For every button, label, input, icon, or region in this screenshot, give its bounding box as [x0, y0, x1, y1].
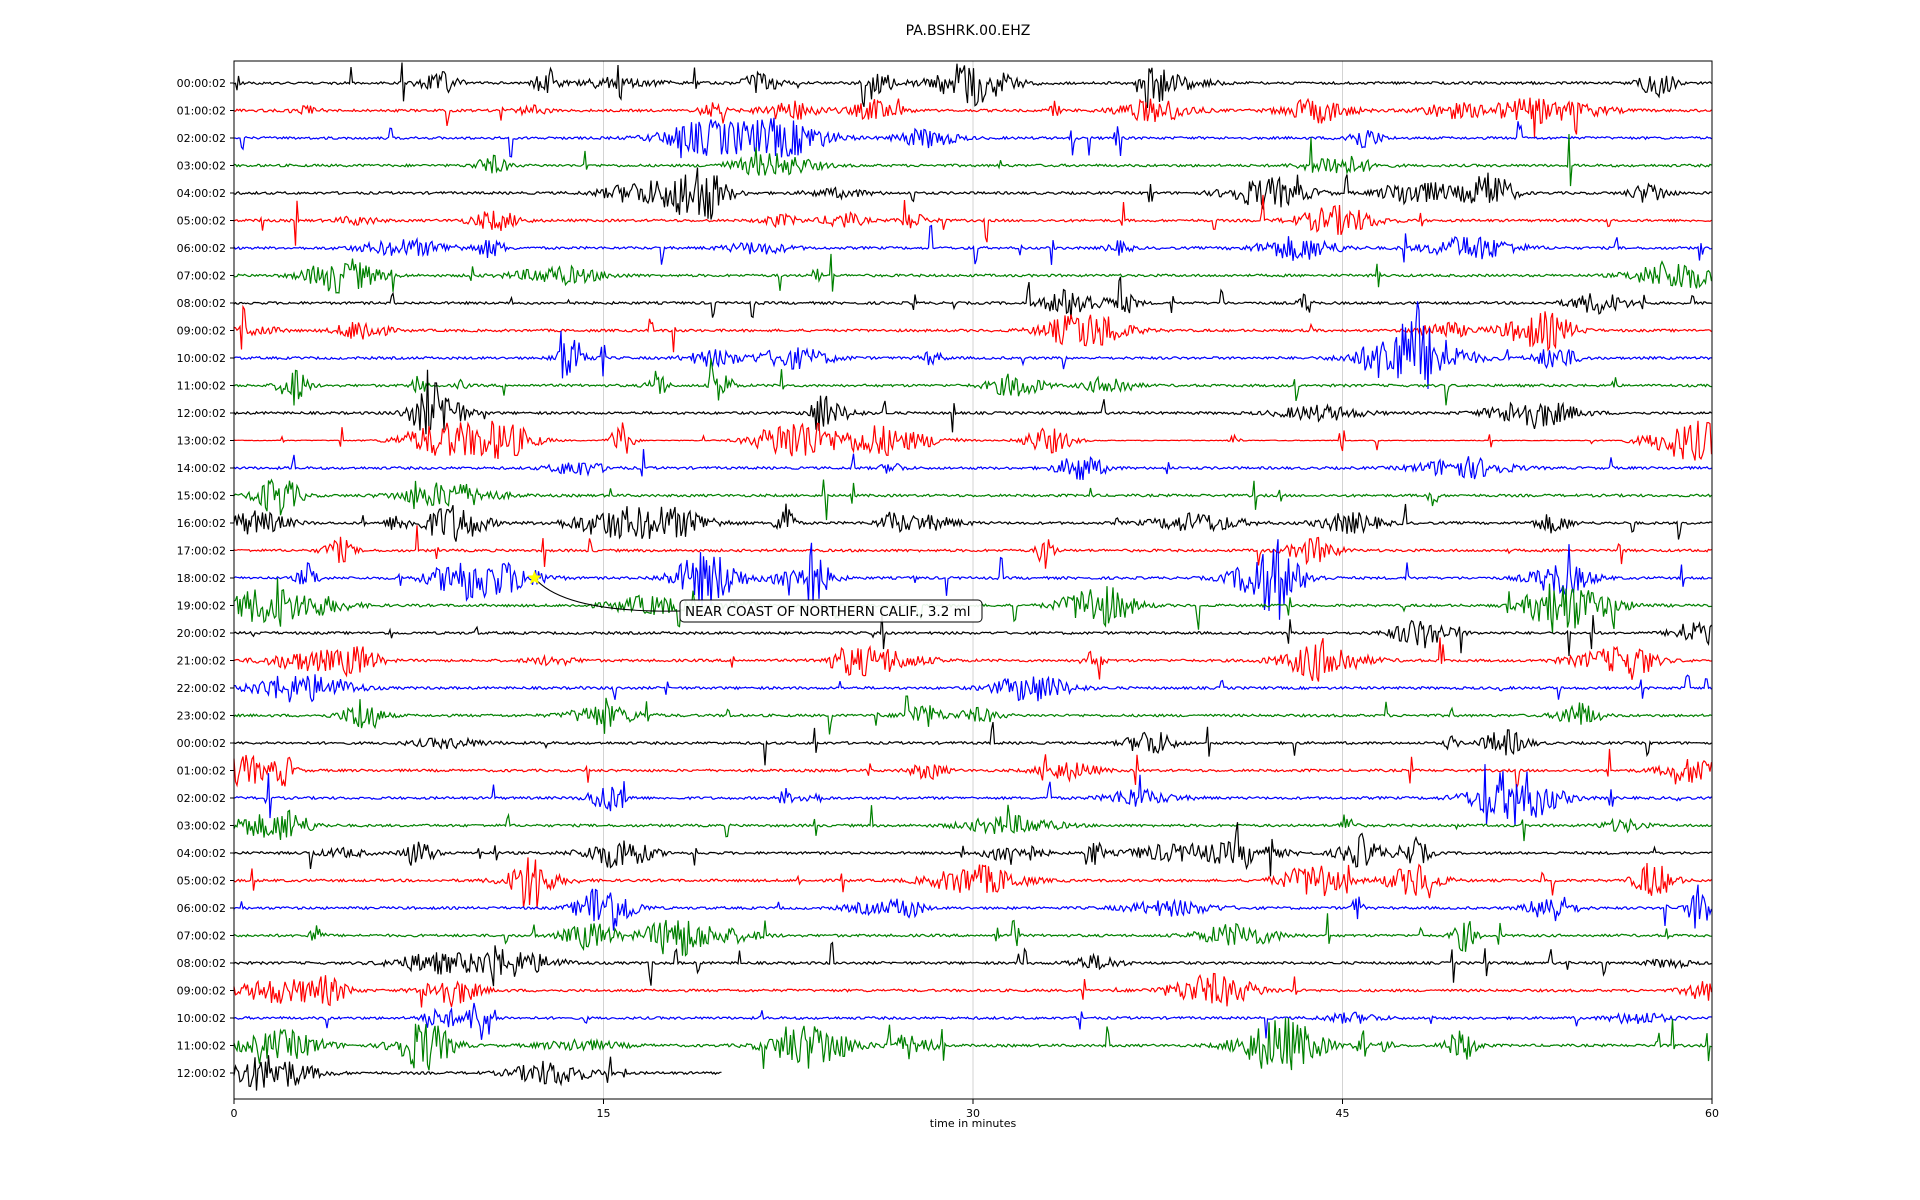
row-label: 05:00:02 [177, 215, 226, 228]
trace-row [233, 478, 1712, 521]
traces [233, 62, 1713, 1091]
row-label: 10:00:02 [177, 1012, 226, 1025]
row-label: 12:00:02 [177, 1067, 226, 1080]
trace-row [233, 764, 1712, 826]
trace-row [233, 133, 1712, 187]
row-label: 00:00:02 [177, 737, 226, 750]
row-label: 07:00:02 [177, 270, 226, 283]
row-label: 06:00:02 [177, 902, 226, 915]
trace-row [233, 748, 1713, 789]
x-tick-label: 0 [231, 1107, 238, 1120]
row-label: 17:00:02 [177, 545, 226, 558]
trace-row [233, 695, 1712, 735]
trace-row [233, 503, 1712, 542]
trace-row [233, 804, 1712, 842]
row-label: 21:00:02 [177, 655, 226, 668]
trace-row [233, 1055, 722, 1091]
x-axis-label: time in minutes [930, 1117, 1017, 1130]
row-label: 04:00:02 [177, 847, 226, 860]
trace-row [233, 301, 1712, 390]
trace-row [233, 167, 1712, 220]
trace-row [233, 304, 1712, 353]
event-label-box [679, 599, 983, 623]
trace-row [233, 1017, 1712, 1071]
row-label: 22:00:02 [177, 682, 226, 695]
row-label: 02:00:02 [177, 792, 226, 805]
row-label: 03:00:02 [177, 160, 226, 173]
row-label: 11:00:02 [177, 380, 226, 393]
trace-row [233, 913, 1712, 957]
event-annotation: NEAR COAST OF NORTHERN CALIF., 3.2 ml [527, 570, 983, 623]
x-axis-ticks: 0 15 30 45 60 [231, 1099, 1719, 1120]
row-label: 01:00:02 [177, 105, 226, 118]
trace-row [233, 884, 1713, 931]
trace-row [233, 941, 1712, 987]
row-label: 03:00:02 [177, 820, 226, 833]
x-tick-label: 60 [1705, 1107, 1719, 1120]
row-label: 23:00:02 [177, 710, 226, 723]
event-connector [534, 577, 681, 612]
chart-title: PA.BSHRK.00.EHZ [906, 23, 1031, 39]
row-label: 06:00:02 [177, 242, 226, 255]
row-label: 19:00:02 [177, 600, 226, 613]
trace-row [233, 674, 1712, 703]
trace-row [233, 97, 1712, 138]
trace-row [233, 449, 1712, 480]
row-label: 13:00:02 [177, 435, 226, 448]
trace-row [233, 610, 1712, 657]
grid-lines [603, 61, 1343, 1099]
trace-row [233, 276, 1712, 319]
x-tick-label: 30 [966, 1107, 980, 1120]
row-label: 10:00:02 [177, 352, 226, 365]
trace-row [233, 1002, 1712, 1040]
row-label: 12:00:02 [177, 407, 226, 420]
x-tick-label: 15 [597, 1107, 611, 1120]
trace-row [233, 420, 1713, 461]
row-label: 15:00:02 [177, 490, 226, 503]
row-label: 16:00:02 [177, 517, 226, 530]
row-label: 02:00:02 [177, 132, 226, 145]
trace-row [233, 194, 1712, 246]
trace-row [233, 117, 1712, 159]
row-label: 09:00:02 [177, 325, 226, 338]
trace-row [233, 822, 1712, 877]
trace-row [233, 62, 1712, 109]
event-label: NEAR COAST OF NORTHERN CALIF., 3.2 ml [685, 604, 971, 620]
row-label: 14:00:02 [177, 462, 226, 475]
trace-row [233, 972, 1713, 1008]
row-label: 18:00:02 [177, 572, 226, 585]
trace-row [233, 525, 1712, 569]
trace-row [233, 369, 1712, 435]
row-label: 07:00:02 [177, 930, 226, 943]
row-labels: 00:00:02 01:00:02 02:00:02 03:00:02 04:00:02… [177, 77, 234, 1080]
trace-row [233, 539, 1712, 620]
row-label: 20:00:02 [177, 627, 226, 640]
event-star-icon [527, 570, 542, 585]
trace-row [233, 253, 1713, 294]
trace-row [233, 637, 1712, 682]
x-tick-label: 45 [1336, 1107, 1350, 1120]
row-label: 08:00:02 [177, 297, 226, 310]
row-label: 08:00:02 [177, 957, 226, 970]
row-label: 01:00:02 [177, 765, 226, 778]
row-label: 04:00:02 [177, 187, 226, 200]
row-label: 05:00:02 [177, 875, 226, 888]
trace-row [233, 224, 1712, 265]
trace-row [233, 857, 1712, 909]
trace-row [233, 358, 1712, 406]
row-label: 11:00:02 [177, 1040, 226, 1053]
row-label: 09:00:02 [177, 985, 226, 998]
trace-row [233, 721, 1712, 766]
row-label: 00:00:02 [177, 77, 226, 90]
